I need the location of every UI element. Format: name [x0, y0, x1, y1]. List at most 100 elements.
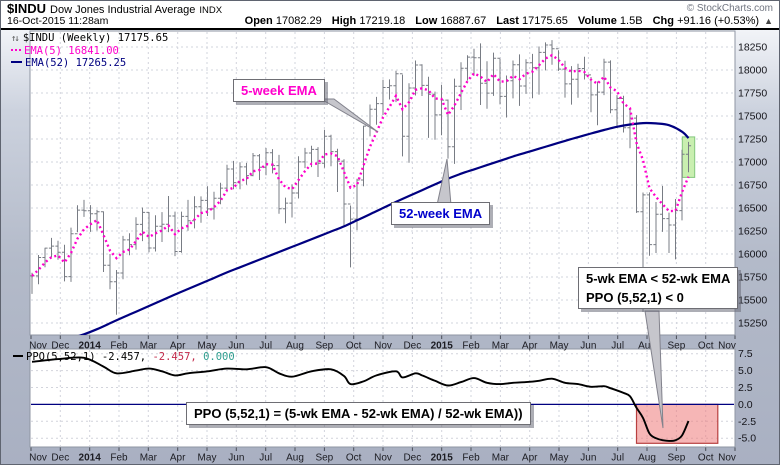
svg-text:Feb: Feb — [110, 453, 128, 464]
crossover-annotation: 5-wk EMA < 52-wk EMA PPO (5,52,1) < 0 — [578, 267, 739, 309]
svg-text:Oct: Oct — [346, 453, 362, 464]
quote-strip: Open 17082.29 High 17219.18 Low 16887.67… — [238, 15, 773, 27]
svg-text:16500: 16500 — [738, 203, 767, 215]
quote-low-label: Low — [415, 15, 438, 27]
svg-text:Nov: Nov — [29, 341, 47, 352]
svg-text:Aug: Aug — [286, 453, 304, 464]
price-legend: ↑↓ $INDU (Weekly) 17175.65 EMA(5) 16841.0… — [11, 32, 168, 70]
ppo-formula-annotation: PPO (5,52,1) = (5-wk EMA - 52-wk EMA) / … — [186, 402, 531, 425]
ppo-series — [31, 356, 734, 444]
svg-text:15500: 15500 — [738, 295, 767, 307]
svg-text:Apr: Apr — [522, 341, 538, 352]
ema52-annotation: 52-week EMA — [391, 202, 491, 225]
month-ticks — [30, 335, 736, 451]
svg-text:16000: 16000 — [738, 249, 767, 261]
svg-text:5.0: 5.0 — [738, 365, 753, 377]
svg-text:Feb: Feb — [462, 341, 480, 352]
ppo-value-2: -2.457, — [152, 351, 197, 363]
title-row: $INDU Dow Jones Industrial Average INDX © … — [7, 2, 773, 16]
svg-text:Apr: Apr — [170, 453, 186, 464]
svg-text:Jun: Jun — [228, 341, 244, 352]
ppo-value-1: -2.457, — [101, 351, 147, 363]
collapse-toggle-icon[interactable]: ↑↓ — [11, 34, 20, 44]
svg-text:15750: 15750 — [738, 272, 767, 284]
quote-open-value: 17082.29 — [275, 15, 322, 27]
svg-text:2014: 2014 — [79, 341, 102, 352]
svg-text:17500: 17500 — [738, 111, 767, 123]
legend-ema52-label: EMA(52) — [25, 57, 70, 69]
svg-text:7.5: 7.5 — [738, 348, 753, 360]
legend-ema5-label: EMA(5) — [24, 44, 62, 57]
svg-text:Jul: Jul — [611, 453, 624, 464]
svg-text:Mar: Mar — [492, 341, 510, 352]
legend-symbol-label: $INDU (Weekly) — [22, 32, 112, 44]
svg-text:-5.0: -5.0 — [738, 433, 756, 445]
legend-ema52-row: EMA(52) 17265.25 — [11, 57, 168, 70]
svg-text:Nov: Nov — [374, 341, 392, 352]
svg-text:Mar: Mar — [492, 453, 510, 464]
svg-text:May: May — [198, 341, 217, 352]
negative-ppo-zone — [635, 403, 719, 444]
svg-text:Dec: Dec — [51, 341, 69, 352]
svg-text:2015: 2015 — [431, 453, 454, 464]
price-series — [30, 40, 696, 335]
ppo-plot-area — [29, 348, 736, 448]
svg-text:Jul: Jul — [259, 341, 272, 352]
quote-last-value: 17175.65 — [521, 15, 568, 27]
datetime: 16-Oct-2015 11:28am — [7, 15, 109, 27]
svg-text:Oct: Oct — [346, 341, 362, 352]
svg-text:Oct: Oct — [698, 453, 714, 464]
symbol-name: Dow Jones Industrial Average — [50, 4, 196, 16]
svg-text:Mar: Mar — [140, 453, 158, 464]
quote-chg-value: +91.16 (+0.53%) — [677, 15, 760, 27]
ema52-line — [78, 121, 690, 335]
svg-text:Nov: Nov — [29, 453, 47, 464]
ppo-swatch-icon — [13, 355, 23, 357]
change-up-arrow-icon: ▲ — [764, 16, 773, 26]
svg-text:Jun: Jun — [228, 453, 244, 464]
ppo-legend-label: PPO(5,52,1) — [26, 351, 96, 363]
crossover-annotation-line1: 5-wk EMA < 52-wk EMA — [586, 271, 731, 286]
quote-row: 16-Oct-2015 11:28am Open 17082.29 High 1… — [7, 15, 773, 27]
svg-text:18000: 18000 — [738, 65, 767, 77]
legend-symbol-row: ↑↓ $INDU (Weekly) 17175.65 — [11, 32, 168, 45]
svg-text:Nov: Nov — [374, 453, 392, 464]
quote-volume-label: Volume — [577, 15, 617, 27]
svg-text:2015: 2015 — [431, 341, 454, 352]
svg-text:18250: 18250 — [738, 42, 767, 54]
svg-text:0.0: 0.0 — [738, 399, 753, 411]
svg-text:Jun: Jun — [580, 453, 596, 464]
svg-text:Sep: Sep — [315, 453, 333, 464]
legend-ema5-value: 16841.00 — [68, 44, 119, 57]
chart-header: $INDU Dow Jones Industrial Average INDX © … — [1, 1, 779, 30]
quote-last-label: Last — [496, 15, 519, 27]
legend-symbol-value: 17175.65 — [117, 32, 169, 44]
svg-text:16750: 16750 — [738, 180, 767, 192]
svg-text:May: May — [198, 453, 217, 464]
ppo-legend: PPO(5,52,1) -2.457, -2.457, 0.000 — [13, 351, 235, 363]
annotation-callouts — [319, 98, 664, 429]
svg-text:16250: 16250 — [738, 226, 767, 238]
svg-text:Feb: Feb — [462, 453, 480, 464]
quote-high-label: High — [331, 15, 357, 27]
svg-text:Dec: Dec — [51, 453, 69, 464]
ema5-swatch-icon — [11, 48, 21, 51]
svg-text:Aug: Aug — [286, 341, 304, 352]
crossover-callout — [644, 310, 664, 429]
svg-text:Dec: Dec — [403, 453, 421, 464]
exchange: INDX — [199, 5, 223, 16]
svg-text:Sep: Sep — [667, 453, 685, 464]
svg-text:Jul: Jul — [611, 341, 624, 352]
month-labels: Nov Dec 2014 Feb Mar Apr May Jun Jul Aug Sep Oct Nov… — [29, 341, 736, 464]
svg-text:Apr: Apr — [522, 453, 538, 464]
svg-text:17000: 17000 — [738, 157, 767, 169]
quote-low-value: 16887.67 — [440, 15, 487, 27]
svg-text:Mar: Mar — [140, 341, 158, 352]
quote-open-label: Open — [244, 15, 273, 27]
crossover-annotation-line2: PPO (5,52,1) < 0 — [586, 290, 684, 305]
svg-text:17250: 17250 — [738, 134, 767, 146]
svg-text:Apr: Apr — [170, 341, 186, 352]
svg-text:15250: 15250 — [738, 318, 767, 330]
